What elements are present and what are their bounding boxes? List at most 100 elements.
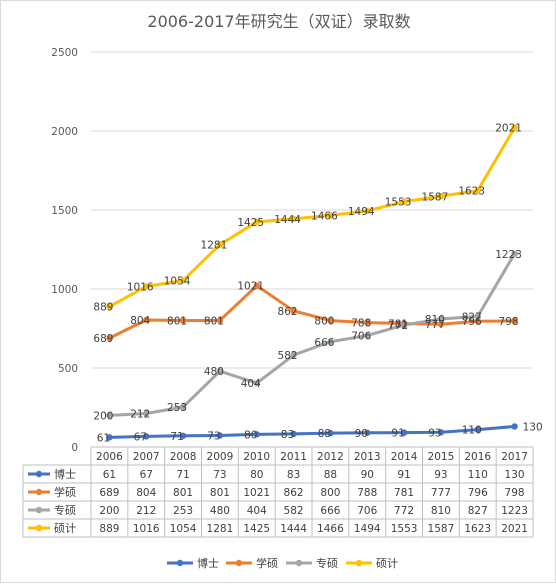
table-cell: 582 [284,505,304,517]
table-cell: 1466 [317,523,344,535]
table-series-name: 博士 [54,468,76,481]
series-line-专硕 [107,252,517,417]
legend-label: 学硕 [256,556,278,570]
data-label: 772 [388,320,408,332]
data-label: 666 [314,337,334,349]
legend-marker [355,559,363,567]
table-cell: 666 [320,505,340,517]
data-label: 130 [523,421,543,433]
data-label: 777 [425,319,445,331]
table-cell: 80 [250,469,263,481]
data-point [474,313,481,320]
y-tick-label: 2500 [51,47,78,59]
data-point [511,250,518,257]
data-label: 796 [462,316,482,328]
data-label: 110 [462,425,482,437]
data-point [437,193,445,200]
data-label: 1587 [422,191,449,203]
x-category-label: 2006 [96,451,123,463]
y-tick-label: 2000 [51,126,78,138]
data-point [290,307,297,315]
x-category-label: 2011 [280,451,307,463]
table-cell: 93 [434,469,447,481]
data-point [511,317,518,325]
x-category-label: 2009 [207,451,234,463]
table-cell: 1223 [501,505,528,517]
gridlines [91,51,533,448]
data-label: 1016 [127,281,154,293]
data-label: 1494 [348,206,375,218]
data-point [179,317,187,324]
data-label: 480 [204,366,224,378]
table-cell: 212 [136,505,156,517]
data-label: 801 [167,315,187,327]
table-cell: 73 [213,469,226,481]
table-cell: 706 [357,505,377,517]
legend-key-marker [35,524,43,532]
legend-marker [235,559,243,567]
table-cell: 71 [176,469,189,481]
data-label: 1444 [274,214,301,226]
data-point [327,317,334,324]
data-label: 706 [351,330,371,342]
series-line-硕计 [107,126,517,309]
table-cell: 862 [284,487,304,499]
data-label: 61 [97,432,110,444]
table-cell: 772 [394,505,414,517]
data-label: 90 [355,428,368,440]
table-cell: 404 [247,505,267,517]
x-category-label: 2010 [243,451,270,463]
data-point [143,283,150,290]
data-labels: 61 67 71 73 80 83 88 90 91 93 110 130 689 804 801 801 10… [93,123,542,445]
table-cell: 1623 [464,523,491,535]
data-label: 200 [93,410,113,422]
legend-label: 硕计 [376,557,398,570]
chart-title: 2006-2017年研究生（双证）录取数 [147,12,410,31]
y-tick-label: 1500 [51,205,78,217]
table-cell: 810 [431,505,451,517]
data-point [327,429,334,437]
data-point [143,433,150,440]
table-cell: 1587 [428,523,455,535]
data-point [253,282,260,289]
table-cell: 480 [210,505,230,517]
data-point [179,432,187,439]
table-cell: 1016 [133,523,160,535]
x-category-label: 2008 [170,451,197,463]
data-point [437,315,445,323]
table-cell: 777 [431,487,451,499]
data-label: 93 [428,427,441,439]
table-cell: 796 [468,487,488,499]
data-point [364,429,371,436]
data-point [364,332,371,339]
data-label: 800 [314,316,334,328]
data-point [216,432,224,439]
table-cell: 1494 [354,523,381,535]
data-label: 2021 [495,123,522,135]
series-line-博士 [107,424,517,439]
table-cell: 781 [394,487,414,499]
data-label: 1553 [385,197,412,209]
data-point [253,431,260,438]
x-category-label: 2014 [391,451,418,463]
legend-key-marker [35,506,43,514]
data-point [253,379,260,387]
legend-key-marker [35,488,43,496]
data-point [400,321,408,329]
data-label: 212 [130,409,150,421]
data-point [437,429,445,436]
data-point [364,207,371,215]
table-cell: 67 [140,469,153,481]
table-cell: 1281 [207,523,234,535]
legend: 博士 学硕 专硕 硕计 [167,556,398,570]
table-cell: 91 [397,469,410,481]
table-cell: 1444 [280,523,307,535]
data-label: 67 [134,431,147,443]
data-point [106,303,113,310]
data-point [511,124,518,131]
data-label: 801 [204,315,224,327]
x-category-label: 2017 [501,451,528,463]
x-category-label: 2013 [354,451,381,463]
data-label: 1281 [201,240,228,252]
